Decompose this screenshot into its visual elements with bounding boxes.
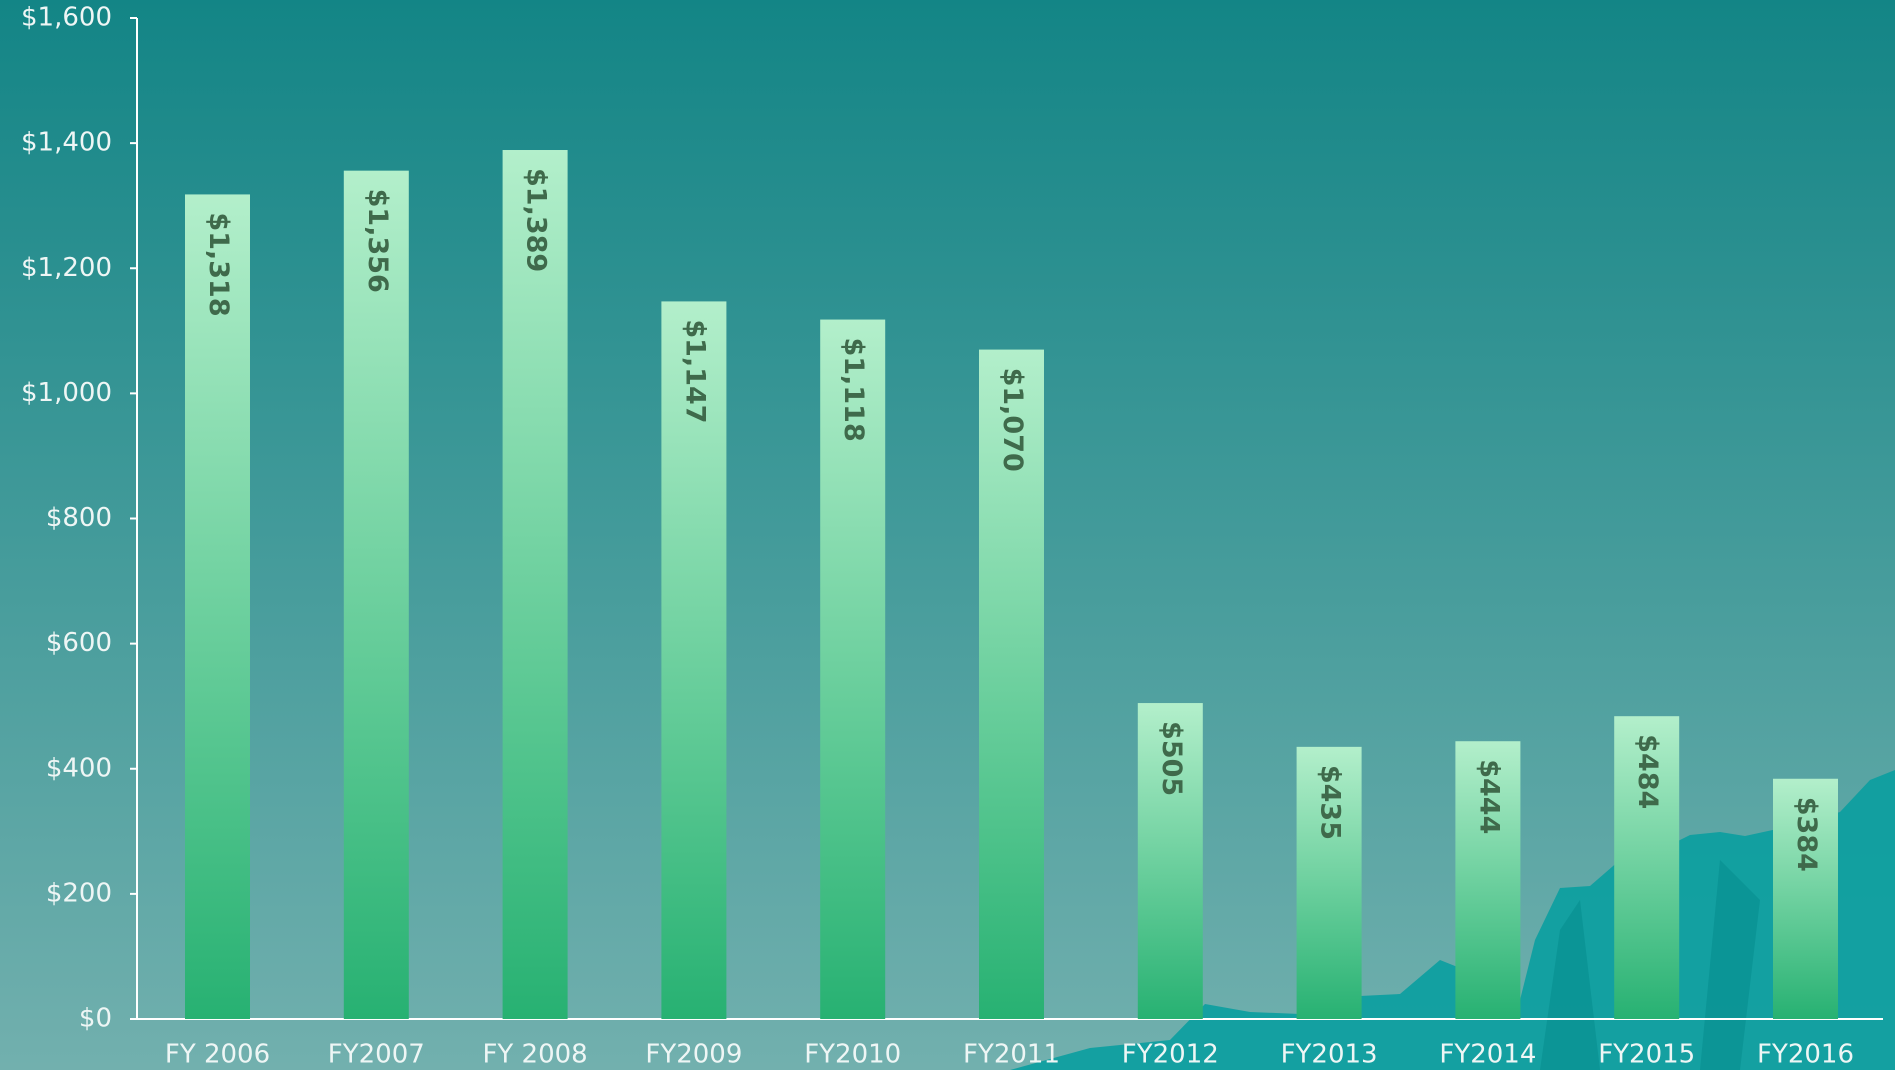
y-tick-label: $400: [46, 753, 112, 783]
x-tick-label: FY2015: [1598, 1040, 1695, 1070]
value-label: $1,318: [203, 212, 234, 316]
bar: [185, 194, 250, 1019]
x-tick-label: FY 2008: [482, 1040, 587, 1070]
value-label: $1,070: [997, 368, 1028, 472]
y-tick-label: $600: [46, 628, 112, 658]
x-tick-label: FY2013: [1281, 1040, 1378, 1070]
value-label: $444: [1473, 759, 1504, 834]
x-tick-label: FY2010: [804, 1040, 901, 1070]
x-tick-label: FY2014: [1439, 1040, 1536, 1070]
x-tick-label: FY2016: [1757, 1040, 1854, 1070]
value-label: $1,118: [838, 338, 869, 442]
bar: [344, 171, 409, 1019]
value-label: $384: [1791, 797, 1822, 872]
x-tick-label: FY2007: [328, 1040, 425, 1070]
y-tick-label: $0: [79, 1004, 112, 1034]
value-label: $1,147: [679, 319, 710, 423]
y-tick-label: $200: [46, 878, 112, 908]
x-tick-label: FY2012: [1122, 1040, 1219, 1070]
value-label: $505: [1156, 721, 1187, 796]
value-label: $1,389: [521, 168, 552, 272]
x-tick-label: FY 2006: [165, 1040, 270, 1070]
y-tick-label: $1,000: [21, 378, 112, 408]
value-label: $484: [1632, 734, 1663, 809]
y-tick-label: $1,200: [21, 253, 112, 283]
y-tick-label: $1,600: [21, 3, 112, 33]
y-tick-label: $1,400: [21, 128, 112, 158]
chart: $0 $200 $400 $600 $800 $1,000 $1,200 $1,400 $1,6…: [0, 0, 1895, 1070]
x-tick-label: FY2009: [645, 1040, 742, 1070]
x-tick-label: FY2011: [963, 1040, 1060, 1070]
y-tick-label: $800: [46, 503, 112, 533]
value-label: $435: [1315, 765, 1346, 840]
value-label: $1,356: [362, 189, 393, 293]
bar: [503, 150, 568, 1019]
